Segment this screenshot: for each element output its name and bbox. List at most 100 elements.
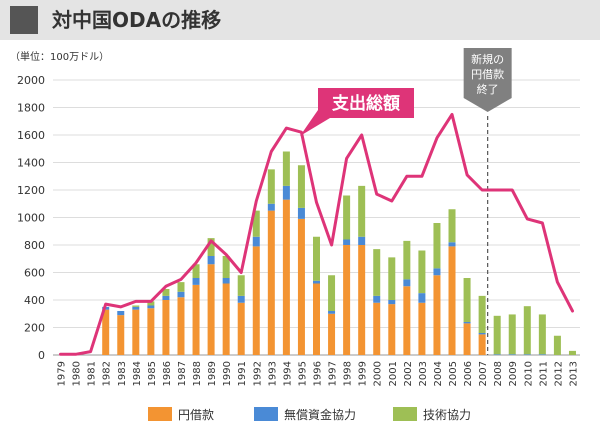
bar-segment [313,283,320,355]
bar-segment [222,278,230,284]
bar-segment [493,354,501,355]
bar-segment [207,256,215,265]
bar-segment [463,323,471,355]
bar-segment [102,309,110,355]
bar-segment [162,289,170,296]
total-label-box [318,88,414,118]
x-tick-label: 2005 [448,361,459,386]
legend-label: 無償資金協力 [284,407,356,422]
legend-swatch [393,407,417,421]
x-tick-label: 2011 [538,361,549,386]
cutoff-callout-text: 終了 [477,82,499,96]
bar-segment [403,240,411,280]
bar-segment [297,207,305,219]
bar-segment [267,210,275,355]
bar-segment [297,165,305,208]
bar-segment [448,242,456,247]
x-tick-label: 1998 [343,361,354,386]
y-tick-label: 0 [38,349,45,362]
bar-segment [222,283,230,355]
bar-segment [192,284,200,355]
bar-segment [418,293,426,303]
x-tick-label: 1996 [313,361,324,386]
title-marker [10,6,38,34]
x-tick-label: 1987 [177,361,188,386]
x-tick-label: 1992 [252,361,263,386]
total-series-line [59,112,574,356]
y-tick-label: 1800 [17,102,45,115]
bars [102,151,576,355]
x-tick-label: 1979 [57,361,68,386]
x-tick-label: 2008 [493,361,504,386]
bar-segment [523,306,531,355]
bar-segment [237,275,245,296]
x-tick-label: 1986 [162,361,173,386]
bar-segment [132,305,140,307]
y-tick-label: 400 [24,294,45,307]
x-tick-label: 1988 [192,361,203,386]
bar-segment [358,185,366,237]
x-tick-label: 1995 [297,361,308,386]
oda-chart: （単位：100万ドル） 0 200 400 600 800 1000 1200 1400 160… [10,48,580,422]
bar-segment [388,257,396,300]
bar-segment [448,246,456,355]
bar-segment [523,354,531,355]
x-tick-label: 2009 [508,361,519,386]
bar-segment [358,245,366,355]
bar-segment [403,286,411,355]
x-tick-label: 1997 [328,361,339,386]
bar-segment [403,279,411,287]
bar-segment [222,256,230,278]
total-line [59,112,574,356]
bar-segment [373,295,381,303]
bar-segment [313,236,320,281]
bar-segment [448,209,456,243]
bar-segment [328,311,336,314]
bar-segment [237,295,245,303]
x-tick-label: 2006 [463,361,474,386]
x-tick-label: 2000 [373,361,384,386]
bar-segment [117,311,125,316]
bar-segment [267,169,275,204]
bar-segment [508,354,516,355]
bar-segment [162,295,170,300]
bar-segment [147,305,155,309]
x-tick-label: 1993 [267,361,278,386]
legend-label: 円借款 [178,408,214,422]
y-tick-label: 800 [24,239,45,252]
total-callout: 支出総額 [300,88,414,136]
x-tick-label: 2007 [478,361,489,386]
bar-segment [478,333,486,335]
bar-segment [192,278,200,285]
bar-segment [568,350,576,355]
bar-segment [373,249,381,296]
x-tick-label: 2002 [403,361,414,386]
bar-segment [388,300,396,305]
legend: 円借款 無償資金協力 技術協力 [148,407,471,422]
cutoff-callout-text: 新規の [471,52,504,66]
legend-label: 技術協力 [423,407,471,422]
bar-segment [207,238,215,256]
bar-segment [373,302,381,355]
x-tick-label: 1985 [147,361,158,386]
total-label-pointer [300,110,330,136]
bar-segment [478,334,486,355]
x-tick-label: 2001 [388,361,399,386]
x-tick-label: 2013 [568,361,579,386]
bar-segment [313,280,320,284]
bar-segment [358,236,366,245]
bar-segment [538,314,546,355]
x-tick-label: 2003 [418,361,429,386]
bar-segment [237,302,245,355]
bar-segment [192,264,200,278]
bar-segment [177,291,185,298]
x-axis-ticks: 1979 1980 1981 1982 1983 1984 1985 1986 1987 1988… [57,361,580,386]
bar-segment [538,354,546,355]
bar-segment [343,195,351,240]
y-tick-label: 2000 [17,74,45,87]
bar-segment [267,203,275,211]
unit-label: （単位：100万ドル） [10,50,109,63]
bar-segment [297,218,305,355]
